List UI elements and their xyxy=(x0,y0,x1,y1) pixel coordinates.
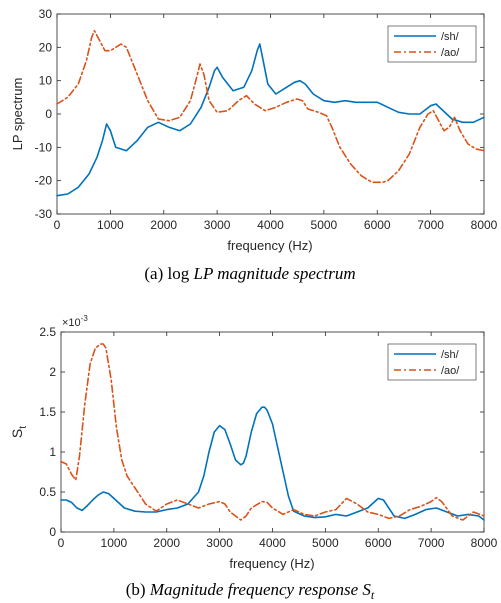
caption-a: (a) log LP magnitude spectrum xyxy=(144,264,355,283)
caption-a-title: LP magnitude spectrum xyxy=(192,264,355,283)
y-tick-label: 20 xyxy=(39,40,53,54)
caption-a-prefix: (a) log xyxy=(144,264,193,283)
x-tick-label: 5000 xyxy=(312,536,339,550)
x-tick-label: 0 xyxy=(58,536,65,550)
x-tick-label: 5000 xyxy=(311,218,338,232)
x-tick-label: 4000 xyxy=(257,218,284,232)
x-tick-label: 7000 xyxy=(418,536,445,550)
tick-layer: 0 1000 2000 3000 4000 5000 6000 7000 8000 -30 -20 -… xyxy=(35,7,498,232)
y-axis-label: St xyxy=(9,426,29,438)
caption-b-symbol-sub: t xyxy=(371,588,375,602)
series-layer xyxy=(56,29,485,197)
y-tick-label: 2.5 xyxy=(39,325,56,339)
y-tick-label: 0.5 xyxy=(39,485,56,499)
caption-b: (b) Magnitude frequency response St xyxy=(126,580,375,602)
series-layer xyxy=(60,343,485,521)
x-tick-label: 3000 xyxy=(204,218,231,232)
caption-b-prefix: (b) xyxy=(126,580,150,599)
x-tick-label: 8000 xyxy=(471,218,498,232)
y-tick-label: 0 xyxy=(45,107,52,121)
x-tick-label: 4000 xyxy=(259,536,286,550)
y-tick-label: 1.5 xyxy=(39,405,56,419)
legend: /sh/ /ao/ xyxy=(387,25,477,63)
chart-panel-a: 0 1000 2000 3000 4000 5000 6000 7000 8000 -30 -20 -… xyxy=(10,7,498,283)
x-axis-label: frequency (Hz) xyxy=(229,556,314,571)
x-tick-label: 6000 xyxy=(364,218,391,232)
x-tick-label: 0 xyxy=(54,218,61,232)
series-line-sh xyxy=(56,43,485,197)
y-axis-label-sub: t xyxy=(18,426,29,429)
tick-layer: 0 1000 2000 3000 4000 5000 6000 7000 8000 0 0.5 1 1.… xyxy=(39,325,497,550)
legend-label-sh: /sh/ xyxy=(441,349,460,361)
x-tick-label: 8000 xyxy=(471,536,498,550)
y-tick-label: 2 xyxy=(49,365,56,379)
x-tick-label: 1000 xyxy=(97,218,124,232)
x-tick-label: 1000 xyxy=(101,536,128,550)
legend: /sh/ /ao/ xyxy=(387,343,477,381)
legend-label-ao: /ao/ xyxy=(441,365,460,377)
y-tick-label: 10 xyxy=(39,74,53,88)
y-tick-label: 0 xyxy=(49,525,56,539)
x-tick-label: 6000 xyxy=(365,536,392,550)
y-tick-label: 1 xyxy=(49,445,56,459)
chart-panel-b: 0 1000 2000 3000 4000 5000 6000 7000 8000 0 0.5 1 1.… xyxy=(9,314,498,602)
y-axis-label: LP spectrum xyxy=(10,78,25,151)
series-line-ao xyxy=(56,29,485,184)
legend-label-ao: /ao/ xyxy=(441,47,460,59)
y-tick-label: -20 xyxy=(35,174,53,188)
x-tick-label: 2000 xyxy=(150,218,177,232)
legend-box xyxy=(387,343,477,381)
axis-exponent-power: -3 xyxy=(81,314,89,323)
x-tick-label: 7000 xyxy=(417,218,444,232)
x-tick-label: 3000 xyxy=(206,536,233,550)
y-tick-label: 30 xyxy=(39,7,53,21)
y-axis-label-base: S xyxy=(9,429,25,438)
series-line-sh xyxy=(60,406,485,521)
series-line-ao xyxy=(60,343,485,521)
legend-label-sh: /sh/ xyxy=(441,31,460,43)
y-tick-label: -30 xyxy=(35,207,53,221)
y-tick-label: -10 xyxy=(35,140,53,154)
x-tick-label: 2000 xyxy=(153,536,180,550)
x-axis-label: frequency (Hz) xyxy=(227,238,312,253)
axis-exponent: ×10-3 xyxy=(62,314,88,329)
legend-box xyxy=(387,25,477,63)
caption-b-title: Magnitude frequency response xyxy=(149,580,359,599)
caption-b-symbol: S xyxy=(362,580,371,599)
axis-exponent-base: ×10 xyxy=(62,317,81,329)
